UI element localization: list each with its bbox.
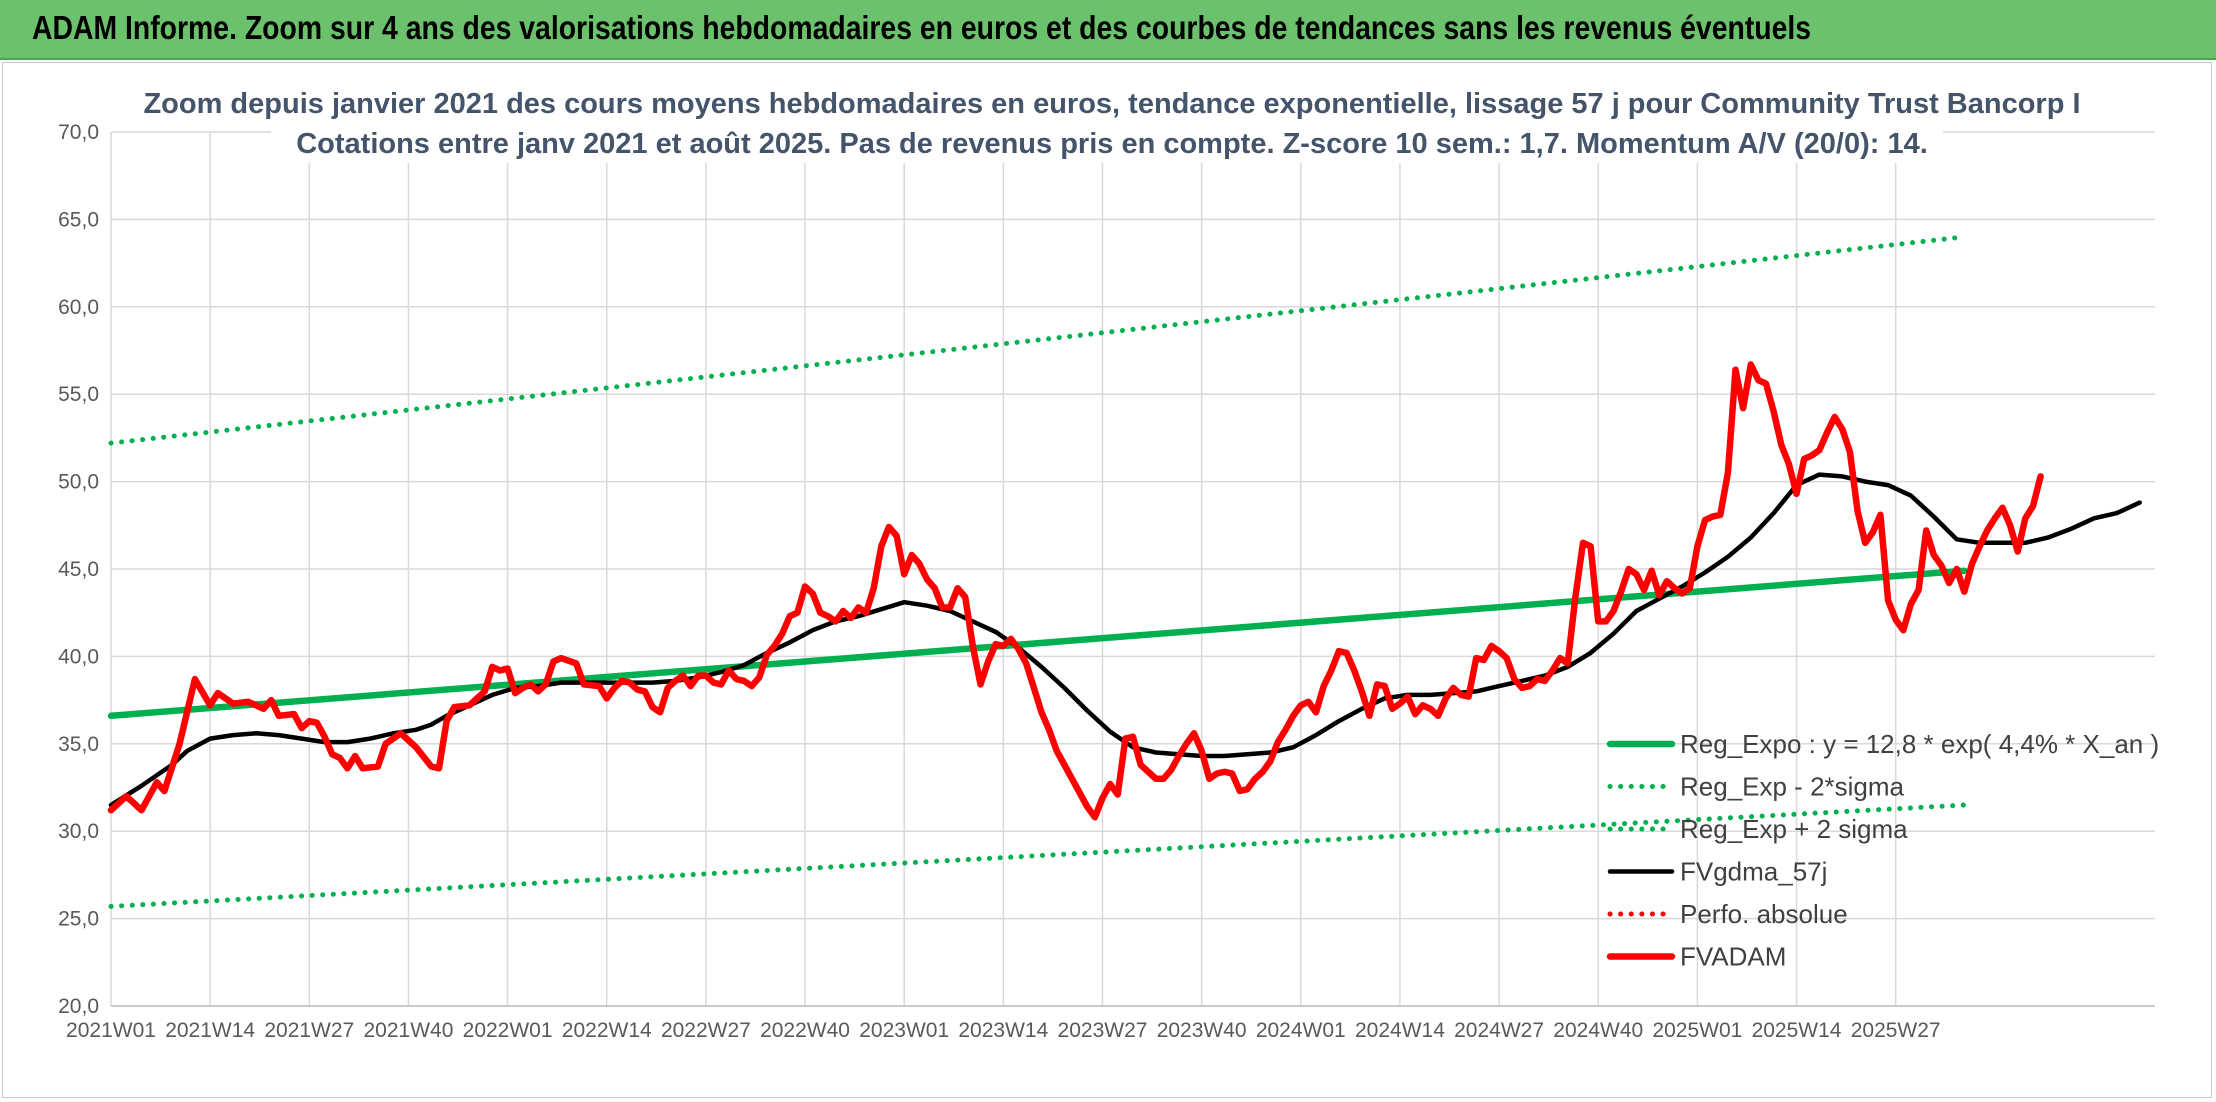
series-lines (107, 234, 2142, 909)
x-tick-label: 2024W14 (1355, 1019, 1445, 1042)
series-line-fvadam (107, 361, 2044, 821)
axes: 70,0 65,0 60,0 55,0 50,0 45,0 40,0 35,0 30,0 25,0… (58, 121, 2155, 1042)
y-tick-label: 40,0 (58, 645, 99, 668)
y-tick-label: 30,0 (58, 820, 99, 843)
x-tick-label: 2022W27 (661, 1019, 751, 1042)
legend-label-reg-expo-y-12-8-exp-4-4-x-an: Reg_Expo : y = 12,8 * exp( 4,4% * X_an ) (1680, 729, 2159, 759)
chart-title: Zoom depuis janvier 2021 des cours moyen… (143, 88, 2080, 120)
x-tick-label: 2022W40 (760, 1019, 850, 1042)
x-tick-label: 2025W01 (1652, 1019, 1742, 1042)
title-backdrop (271, 83, 1943, 163)
chart-title-block: Zoom depuis janvier 2021 des cours moyen… (143, 83, 2081, 163)
x-tick-label: 2024W01 (1256, 1019, 1346, 1042)
legend-label-perfo-absolue: Perfo. absolue (1680, 899, 1848, 929)
x-tick-label: 2023W14 (958, 1019, 1048, 1042)
x-tick-label: 2024W40 (1553, 1019, 1643, 1042)
series-line-reg-exp-2-sigma (108, 234, 1967, 446)
x-tick-label: 2021W27 (264, 1019, 354, 1042)
y-tick-label: 20,0 (58, 995, 99, 1018)
x-tick-label: 2025W27 (1851, 1019, 1941, 1042)
y-tick-label: 25,0 (58, 908, 99, 931)
x-tick-label: 2021W01 (66, 1019, 156, 1042)
y-tick-label: 55,0 (58, 383, 99, 406)
gridlines (110, 131, 2155, 1007)
x-tick-label: 2021W40 (363, 1019, 453, 1042)
y-tick-label: 65,0 (58, 208, 99, 231)
series-line-reg-expo-y-12-8-exp-4-4-x-an (107, 567, 1968, 720)
legend-label-fvgdma-57j: FVgdma_57j (1680, 857, 1827, 887)
y-tick-label: 60,0 (58, 296, 99, 319)
x-tick-label: 2022W01 (463, 1019, 553, 1042)
x-tick-label: 2025W14 (1752, 1019, 1842, 1042)
x-tick-label: 2021W14 (165, 1019, 255, 1042)
report-title: ADAM Informe. Zoom sur 4 ans des valoris… (32, 9, 1812, 46)
x-tick-label: 2023W27 (1058, 1019, 1148, 1042)
legend-label-reg-exp-2-sigma: Reg_Exp - 2*sigma (1680, 772, 1905, 802)
chart-frame: Zoom depuis janvier 2021 des cours moyen… (2, 62, 2212, 1098)
x-tick-label: 2023W01 (859, 1019, 949, 1042)
legend: Reg_Expo : y = 12,8 * exp( 4,4% * X_an )… (1606, 729, 2159, 972)
y-tick-label: 50,0 (58, 471, 99, 494)
chart-subtitle: Cotations entre janv 2021 et août 2025. … (296, 128, 1928, 160)
legend-label-reg-exp-2-sigma: Reg_Exp + 2 sigma (1680, 814, 1908, 844)
x-tick-label: 2022W14 (562, 1019, 652, 1042)
y-tick-label: 70,0 (58, 121, 99, 144)
y-tick-label: 45,0 (58, 558, 99, 581)
line-chart: Zoom depuis janvier 2021 des cours moyen… (58, 83, 2159, 1042)
report-banner: ADAM Informe. Zoom sur 4 ans des valoris… (0, 0, 2216, 60)
y-tick-label: 35,0 (58, 733, 99, 756)
legend-label-fvadam: FVADAM (1680, 942, 1786, 972)
series-line-reg-exp-2-sigma (108, 802, 1967, 909)
x-tick-label: 2023W40 (1157, 1019, 1247, 1042)
x-tick-label: 2024W27 (1454, 1019, 1544, 1042)
